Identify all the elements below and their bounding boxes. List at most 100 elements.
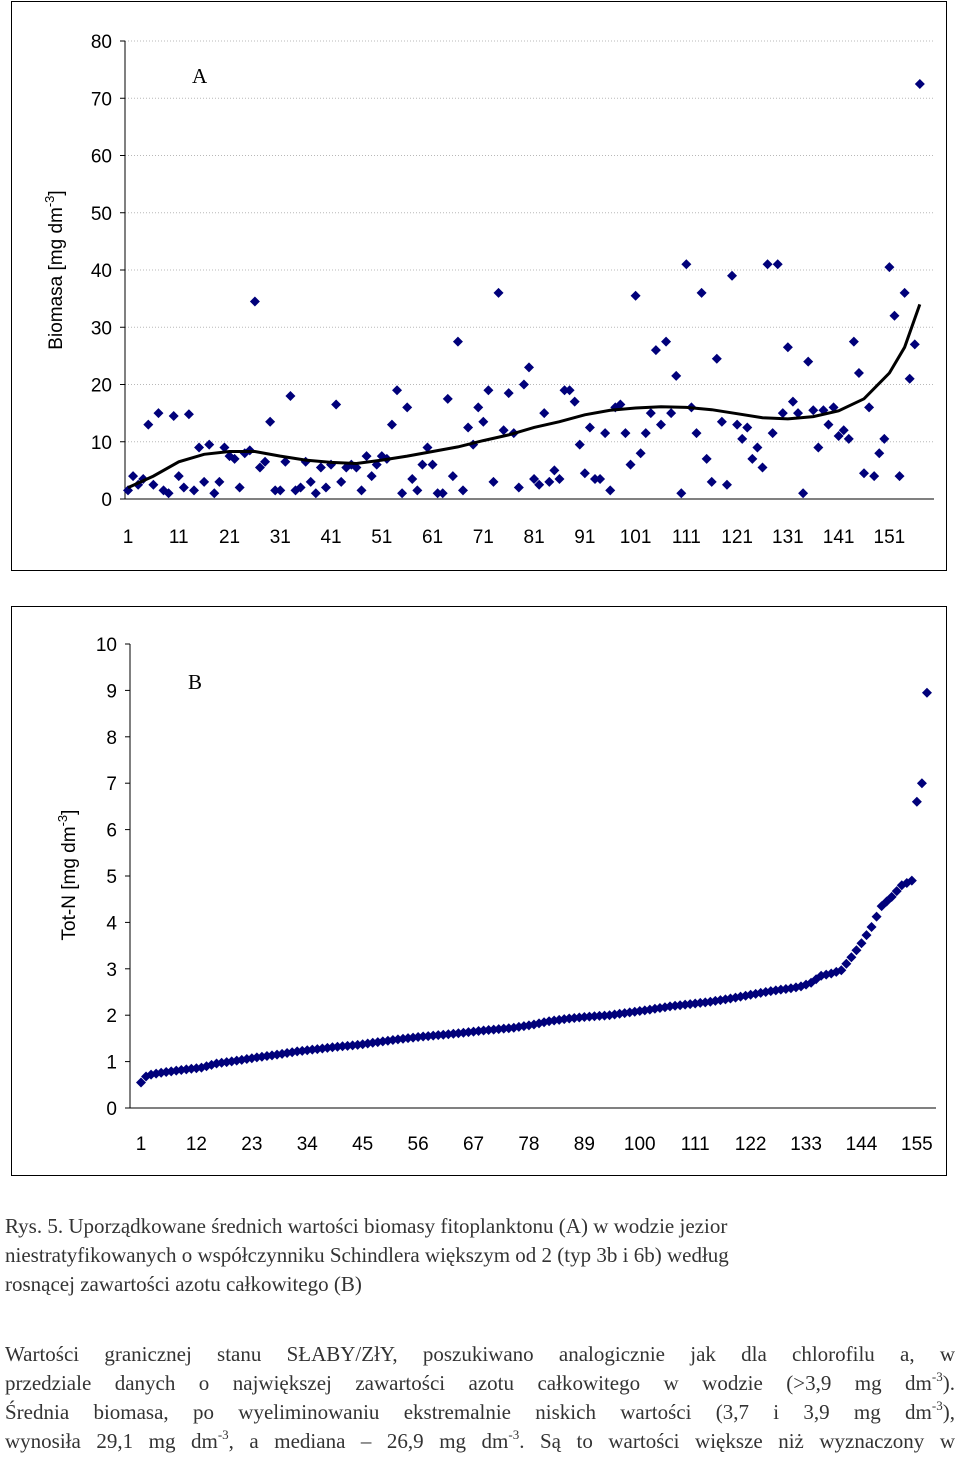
x-tick-label: 100 bbox=[624, 1134, 656, 1155]
data-point bbox=[337, 1041, 348, 1052]
data-point bbox=[488, 1024, 499, 1035]
data-point bbox=[447, 471, 458, 482]
data-point bbox=[181, 1064, 192, 1075]
data-point bbox=[241, 1054, 252, 1065]
data-point bbox=[785, 983, 796, 994]
data-point bbox=[534, 479, 545, 490]
data-point bbox=[755, 987, 766, 998]
data-point bbox=[706, 476, 717, 487]
superscript: -3 bbox=[931, 1369, 943, 1384]
body-text-segment: Wartości granicznej stanu SŁABY/ZłY, pos… bbox=[5, 1342, 955, 1366]
data-point bbox=[458, 485, 469, 496]
data-point bbox=[249, 296, 260, 307]
y-tick-label: 50 bbox=[91, 204, 112, 225]
caption-line: rosnącej zawartości azotu całkowitego (B… bbox=[5, 1272, 362, 1296]
data-point bbox=[584, 422, 595, 433]
data-point bbox=[909, 339, 920, 350]
data-point bbox=[483, 1025, 494, 1036]
data-point bbox=[270, 485, 281, 496]
data-point bbox=[265, 416, 276, 427]
data-point bbox=[620, 428, 631, 439]
data-point bbox=[171, 1065, 182, 1076]
caption-line: niestratyfikowanych o współczynniku Schi… bbox=[5, 1243, 729, 1267]
data-point bbox=[579, 468, 590, 479]
data-point bbox=[136, 1077, 146, 1088]
data-point bbox=[397, 488, 408, 499]
data-point bbox=[904, 373, 915, 384]
data-point bbox=[574, 439, 585, 450]
data-point bbox=[418, 1031, 429, 1042]
data-point bbox=[386, 419, 397, 430]
y-tick-label: 40 bbox=[91, 261, 112, 282]
data-point bbox=[407, 473, 418, 484]
data-point bbox=[891, 886, 902, 897]
data-point bbox=[782, 342, 793, 353]
data-point bbox=[813, 442, 824, 453]
data-point bbox=[442, 393, 453, 404]
data-point bbox=[752, 442, 763, 453]
x-tick-label: 81 bbox=[524, 527, 545, 548]
data-point bbox=[483, 385, 494, 396]
data-point bbox=[671, 370, 682, 381]
data-point bbox=[727, 270, 738, 281]
data-point bbox=[317, 1043, 328, 1054]
data-point bbox=[356, 485, 367, 496]
data-point bbox=[549, 465, 560, 476]
y-tick-label: 8 bbox=[106, 728, 117, 749]
data-point bbox=[493, 287, 504, 298]
chart-panel-b: 0 1 2 3 4 5 6 7 8 9 10 1 12 23 34 45 56 67 78 89 100 111 122 13… bbox=[11, 606, 947, 1176]
x-tick-label: 34 bbox=[297, 1134, 319, 1155]
data-point bbox=[884, 262, 895, 273]
data-point bbox=[285, 390, 296, 401]
data-point bbox=[721, 479, 732, 490]
data-point bbox=[305, 476, 316, 487]
data-point bbox=[846, 952, 857, 963]
x-tick-label: 71 bbox=[473, 527, 494, 548]
body-paragraph: Wartości granicznej stanu SŁABY/ZłY, pos… bbox=[5, 1340, 955, 1456]
data-point bbox=[173, 471, 184, 482]
data-point bbox=[614, 1008, 625, 1019]
x-tick-label: 91 bbox=[574, 527, 595, 548]
data-point bbox=[916, 778, 927, 789]
data-point bbox=[711, 353, 722, 364]
superscript: -3 bbox=[508, 1427, 520, 1442]
data-point bbox=[478, 416, 489, 427]
data-point bbox=[153, 408, 164, 419]
x-tick-label: 121 bbox=[721, 527, 753, 548]
data-point bbox=[559, 385, 570, 396]
data-point bbox=[871, 911, 882, 922]
data-point bbox=[432, 488, 443, 499]
body-text-segment: przedziale danych o największej zawartoś… bbox=[5, 1371, 932, 1395]
data-point bbox=[747, 453, 758, 464]
body-text-segment: wynosiła 29,1 mg dm bbox=[5, 1429, 218, 1453]
x-tick-label: 31 bbox=[270, 527, 291, 548]
data-point bbox=[911, 796, 922, 807]
body-text-segment: ). bbox=[942, 1371, 955, 1395]
x-tick-label: 151 bbox=[874, 527, 906, 548]
data-point bbox=[921, 687, 932, 698]
data-point bbox=[645, 408, 656, 419]
data-point bbox=[836, 965, 847, 976]
x-tick-label: 45 bbox=[352, 1134, 373, 1155]
trend-line bbox=[127, 303, 922, 489]
data-point bbox=[320, 482, 331, 493]
body-line: wynosiła 29,1 mg dm-3, a mediana – 26,9 … bbox=[5, 1427, 955, 1456]
data-point bbox=[676, 488, 687, 499]
body-line: Średnia biomasa, po wyeliminowaniu ekstr… bbox=[5, 1398, 955, 1427]
y-tick-label: 80 bbox=[91, 32, 112, 53]
data-point bbox=[886, 891, 897, 902]
data-point bbox=[838, 425, 849, 436]
y-tick-label: 0 bbox=[101, 490, 112, 511]
data-point bbox=[701, 453, 712, 464]
x-tick-label: 111 bbox=[681, 1134, 710, 1155]
data-point bbox=[853, 368, 864, 379]
x-tick-label: 1 bbox=[123, 527, 134, 548]
data-point bbox=[229, 453, 240, 464]
data-point bbox=[351, 462, 362, 473]
data-point bbox=[382, 1035, 393, 1046]
data-point bbox=[725, 993, 736, 1004]
data-point bbox=[423, 1031, 434, 1042]
data-point bbox=[204, 439, 215, 450]
y-tick-label: 6 bbox=[106, 821, 117, 842]
data-point bbox=[143, 419, 154, 430]
